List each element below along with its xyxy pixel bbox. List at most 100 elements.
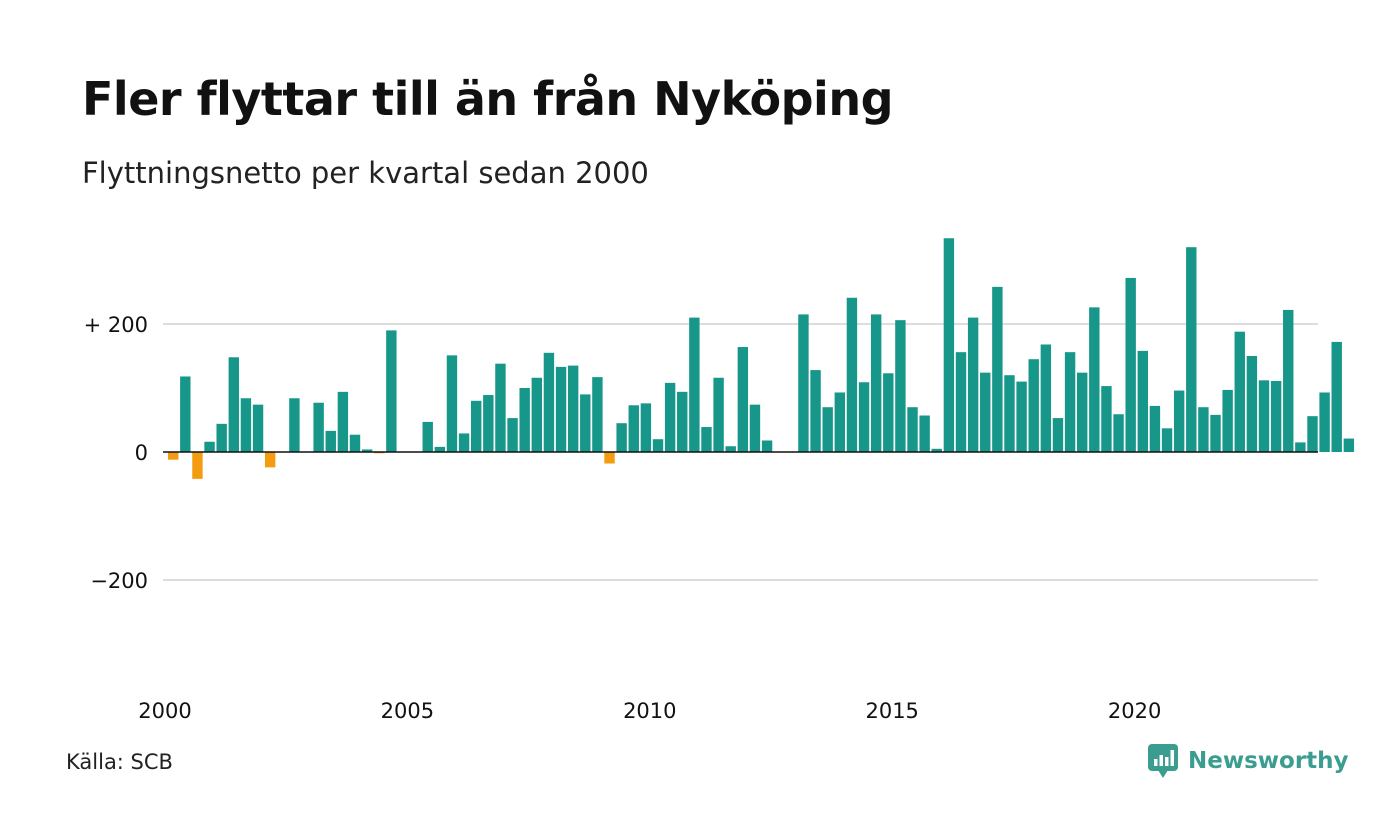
- bars: [168, 238, 1355, 479]
- bar: [616, 423, 627, 452]
- bar: [907, 407, 918, 452]
- bar: [458, 433, 470, 452]
- bar: [677, 391, 688, 452]
- bar: [628, 405, 639, 452]
- bar: [216, 423, 227, 452]
- bar: [1319, 392, 1330, 452]
- bar: [919, 415, 930, 452]
- bar: [640, 403, 652, 452]
- bar: [1028, 359, 1039, 452]
- x-tick-label: 2020: [1108, 699, 1161, 723]
- bar: [1295, 442, 1306, 452]
- source-note: Källa: SCB: [66, 750, 173, 774]
- bar: [386, 330, 397, 452]
- bar: [531, 377, 542, 452]
- bar: [798, 314, 809, 452]
- bar: [1270, 380, 1282, 452]
- bar: [713, 377, 724, 452]
- x-tick-label: 2015: [865, 699, 918, 723]
- bar: [834, 392, 845, 452]
- brand-name: Newsworthy: [1188, 748, 1349, 774]
- bar: [1198, 407, 1209, 452]
- bar: [1113, 414, 1124, 452]
- chart-speech-bubble-icon: [1148, 744, 1178, 778]
- bar: [810, 370, 821, 452]
- bar: [349, 434, 361, 452]
- bar: [1234, 331, 1245, 452]
- bar: [1125, 277, 1136, 452]
- bar: [761, 440, 773, 452]
- bar: [701, 427, 712, 452]
- bar: [955, 352, 967, 452]
- bar: [1077, 372, 1088, 452]
- bar: [361, 449, 373, 452]
- x-tick-label: 2000: [138, 699, 191, 723]
- bar: [507, 418, 518, 452]
- bar: [652, 439, 664, 452]
- bar: [168, 452, 179, 460]
- bar: [822, 407, 833, 452]
- bar: [1016, 381, 1027, 452]
- y-tick-label: −200: [90, 569, 148, 593]
- bar: [192, 452, 203, 479]
- bar: [1004, 375, 1015, 452]
- bar: [1064, 352, 1076, 452]
- axes: + 200 0 −200 2000 2005 2010 2015 2020: [84, 313, 1318, 723]
- bar: [434, 446, 446, 452]
- bar: [1331, 341, 1342, 452]
- bar: [325, 430, 336, 452]
- bar: [943, 238, 955, 452]
- y-tick-label: 0: [135, 441, 148, 465]
- bar: [264, 452, 276, 468]
- bar: [870, 314, 882, 452]
- bar: [252, 404, 264, 452]
- bar: [483, 395, 494, 452]
- bar: [555, 366, 567, 452]
- y-tick-label: + 200: [84, 313, 148, 337]
- bar: [967, 317, 979, 452]
- bar: [1089, 307, 1100, 452]
- bar: [1052, 418, 1064, 452]
- bar: [337, 391, 349, 452]
- bar: [604, 452, 615, 464]
- bar: [471, 400, 482, 452]
- bar: [422, 421, 433, 452]
- bar: [1137, 350, 1148, 452]
- chart-title: Fler flyttar till än från Nyköping: [82, 72, 894, 126]
- bar: [1040, 344, 1052, 452]
- brand-logo: Newsworthy: [1148, 744, 1349, 778]
- bar: [1186, 247, 1197, 452]
- bar: [313, 402, 324, 452]
- bar: [180, 376, 191, 452]
- bar: [664, 382, 676, 452]
- bar: [1161, 428, 1173, 452]
- bar: [895, 320, 906, 452]
- bar: [992, 286, 1003, 452]
- bar: [846, 297, 858, 452]
- bar: [1246, 356, 1258, 452]
- x-tick-label: 2010: [623, 699, 676, 723]
- bar: [1173, 390, 1185, 452]
- bar: [580, 394, 591, 452]
- bar: [1101, 386, 1112, 452]
- bar: [749, 404, 761, 452]
- bar: [858, 382, 870, 452]
- bar: [1210, 414, 1221, 452]
- bar: [240, 398, 252, 452]
- bar: [1222, 389, 1233, 452]
- chart-subtitle: Flyttningsnetto per kvartal sedan 2000: [82, 156, 649, 190]
- bar: [592, 377, 603, 452]
- bar: [495, 363, 506, 452]
- x-tick-label: 2005: [381, 699, 434, 723]
- bar: [689, 317, 700, 452]
- bar: [519, 388, 530, 452]
- bar: [883, 373, 894, 452]
- bar: [567, 365, 579, 452]
- bar: [543, 352, 555, 452]
- bar: [1258, 380, 1270, 452]
- bar: [980, 372, 991, 452]
- bar: [1343, 438, 1355, 452]
- bar: [725, 446, 736, 452]
- bar: [228, 357, 239, 452]
